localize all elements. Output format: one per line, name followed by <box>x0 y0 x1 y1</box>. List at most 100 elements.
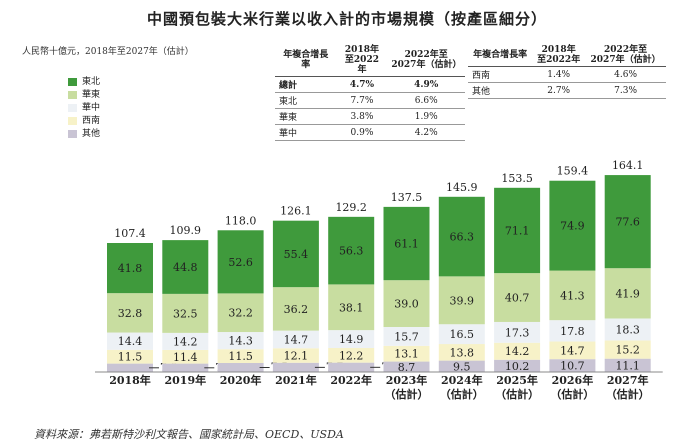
table-row: 其他 2.7% 7.3% <box>468 82 666 99</box>
total-label: 145.9 <box>446 181 478 194</box>
bar-segment <box>438 344 485 361</box>
segment-label: 38.1 <box>339 301 364 314</box>
table-cell: 4.9% <box>387 76 465 93</box>
x-tick-label: 2019年 <box>164 374 207 387</box>
segment-label: 41.9 <box>615 287 640 300</box>
segment-label: 15.2 <box>615 344 640 357</box>
table-cell: 7.3% <box>585 82 666 99</box>
table-header: 年複合增長率 <box>468 44 533 67</box>
legend-label: 其他 <box>82 129 101 139</box>
cagr-table-left: 年複合增長率 2018年 至2022年 2022年至 2027年（估計） 總計 4.7%… <box>275 44 465 141</box>
bar-segment <box>604 268 651 319</box>
segment-label: 14.9 <box>339 333 364 346</box>
x-tick-label: 2027年 （估計） <box>605 374 650 401</box>
total-label: 164.1 <box>612 159 644 172</box>
source-note: 資料來源：弗若斯特沙利文報告、國家統計局、OECD、USDA <box>34 428 344 441</box>
table-header: 年複合增長率 <box>275 44 337 77</box>
table-cell: 4.7% <box>336 76 388 93</box>
table-header-row: 年複合增長率 2018年 至2022年 2022年至 2027年（估計） <box>468 44 666 67</box>
legend-swatch <box>68 77 77 86</box>
bar-segment <box>328 216 375 285</box>
cagr-table-right: 年複合增長率 2018年 至2022年 2022年至 2027年（估計） 西南 1.4%… <box>468 44 666 99</box>
legend-item: 西南 <box>68 113 100 126</box>
segment-label: 36.2 <box>284 303 309 316</box>
legend-label: 東北 <box>82 77 101 87</box>
table-header: 2022年至 2027年（估計） <box>585 44 666 67</box>
bar-segment <box>328 362 375 372</box>
table-cell: 3.8% <box>336 108 388 125</box>
table-cell: 其他 <box>468 82 533 99</box>
bar-segment <box>383 345 430 362</box>
table-row: 西南 1.4% 4.6% <box>468 66 666 83</box>
table-header: 2018年 至2022年 <box>336 44 388 77</box>
bar-segment <box>383 206 430 281</box>
segment-label: 40.7 <box>505 292 530 305</box>
bar-segment <box>549 270 596 321</box>
bar-segment <box>217 230 264 294</box>
bar-segment <box>217 293 264 333</box>
total-label: 107.4 <box>114 227 146 240</box>
x-tick-label: 2021年 <box>275 374 317 387</box>
segment-label: 41.8 <box>118 262 143 275</box>
bar-segment <box>494 359 541 372</box>
bar-segment <box>604 175 651 269</box>
x-tick-label: 2026年 （估計） <box>550 374 595 401</box>
x-tick-label: 2018年 <box>109 374 151 387</box>
bar-segment <box>438 324 485 345</box>
bar-segment <box>494 273 541 322</box>
table-row: 東北 7.7% 6.6% <box>275 92 465 109</box>
legend-label: 西南 <box>82 116 101 126</box>
bar-segment <box>217 363 264 372</box>
segment-label: 12.1 <box>284 350 309 363</box>
total-label: 137.5 <box>391 191 423 204</box>
bar-segment <box>328 330 375 348</box>
bar-segment <box>162 240 209 294</box>
bar-segment <box>549 359 596 372</box>
bar-segment <box>272 330 319 349</box>
bar-segment <box>438 196 485 277</box>
bar-segment <box>107 243 153 294</box>
table-row: 華東 3.8% 1.9% <box>275 108 465 125</box>
total-label: 109.9 <box>170 224 202 237</box>
table-header: 2022年至 2027年（估計） <box>387 44 465 77</box>
table-header-row: 年複合增長率 2018年 至2022年 2022年至 2027年（估計） <box>275 44 465 77</box>
table-cell: 總計 <box>275 76 337 93</box>
segment-label: 12.2 <box>339 349 364 362</box>
table-cell: 華中 <box>275 124 337 141</box>
bar-segment <box>604 358 651 372</box>
legend-item: 華中 <box>68 100 100 113</box>
total-label: 153.5 <box>501 172 533 185</box>
segment-label: 16.5 <box>450 328 475 341</box>
bar-segment <box>549 320 596 342</box>
segment-label: 61.1 <box>394 238 419 251</box>
bar-segment <box>383 280 430 327</box>
bar-segment <box>494 342 541 360</box>
table-row: 總計 4.7% 4.9% <box>275 76 465 93</box>
segment-label: 10.2 <box>505 360 530 373</box>
bar-segment <box>383 361 430 372</box>
segment-label: 66.3 <box>450 231 475 244</box>
segment-label: 18.3 <box>615 323 640 336</box>
segment-label: 17.3 <box>505 326 530 339</box>
bar-segment <box>383 327 430 346</box>
bar-segment <box>328 348 375 363</box>
table-cell: 華東 <box>275 108 337 125</box>
legend-swatch <box>68 103 77 112</box>
segment-label: 11.5 <box>118 351 143 364</box>
table-cell: 1.4% <box>532 66 586 83</box>
unit-note: 人民幣十億元，2018年至2027年（估計） <box>22 47 194 57</box>
bar-segment <box>107 332 153 350</box>
bar-segment <box>162 332 209 350</box>
segment-label: 8.7 <box>398 361 416 374</box>
segment-label: 32.2 <box>228 307 253 320</box>
segment-label: 55.4 <box>284 248 309 261</box>
segment-label: 32.5 <box>173 307 198 320</box>
legend-item: 其他 <box>68 126 100 139</box>
segment-label: 74.9 <box>560 220 585 233</box>
segment-label: 52.6 <box>228 256 253 269</box>
segment-label: 14.4 <box>118 335 143 348</box>
bar-segment <box>438 276 485 325</box>
bar-segment <box>162 349 209 364</box>
